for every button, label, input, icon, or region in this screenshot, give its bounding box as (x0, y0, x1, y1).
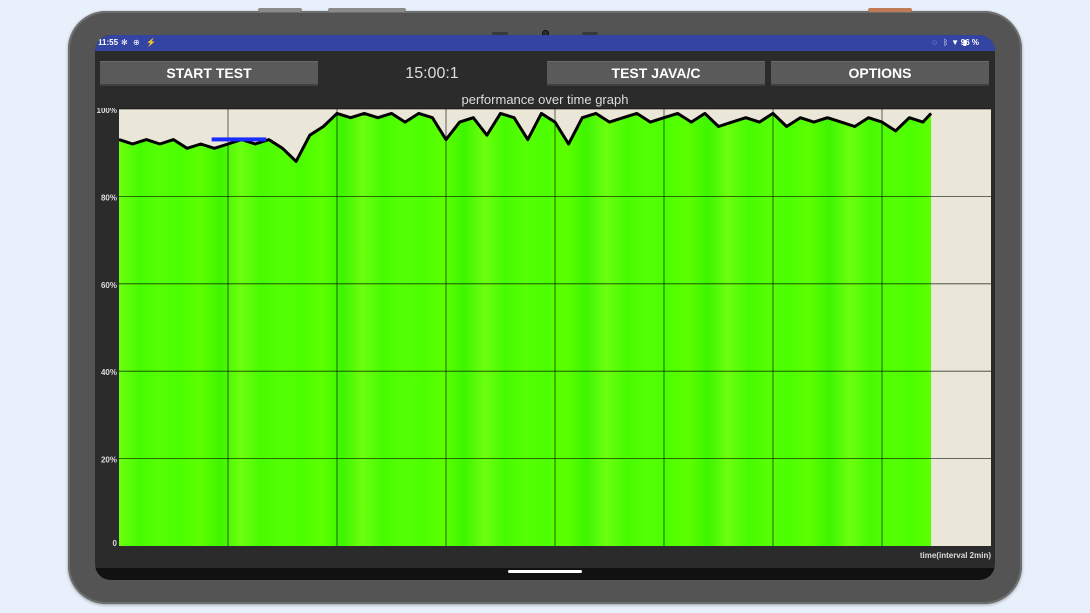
performance-area (119, 113, 932, 547)
chart-svg: 100% 80% 60% 40% 20% 0 time(interval 2min) (97, 106, 992, 560)
y-tick-label: 100% (97, 108, 117, 115)
battery-percentage: 96 % (960, 38, 979, 47)
sensor (582, 32, 598, 35)
fan-icon: ✻ (121, 38, 128, 47)
sensor (492, 32, 508, 35)
y-tick-label: 80% (101, 193, 117, 202)
volume-button (258, 8, 302, 12)
bluetooth-icon: ᛒ (943, 38, 948, 47)
home-indicator[interactable] (508, 570, 582, 573)
start-test-button[interactable]: START TEST (100, 61, 318, 86)
test-java-c-button[interactable]: TEST JAVA/C (547, 61, 765, 86)
y-tick-label: 0 (113, 539, 118, 548)
wifi-icon: ▼ (951, 38, 959, 47)
power-button (868, 8, 912, 12)
status-bar: 11:55 ✻ ⊕ ⚡ ◌ ᛒ ▼ ▮ 96 % (95, 35, 995, 51)
mute-icon: ◌ (932, 38, 937, 47)
performance-line (118, 111, 933, 163)
y-tick-label: 20% (101, 456, 117, 465)
graph-title: performance over time graph (461, 92, 629, 107)
y-tick-label: 40% (101, 368, 117, 377)
options-button[interactable]: OPTIONS (771, 61, 989, 86)
status-time: 11:55 (98, 38, 119, 47)
volume-button (328, 8, 406, 12)
navigation-bar (95, 568, 995, 580)
performance-graph: 100% 80% 60% 40% 20% 0 time(interval 2min) (95, 106, 995, 563)
battery-icon: ▮ (962, 38, 967, 47)
front-camera (542, 30, 549, 37)
app-screen: 11:55 ✻ ⊕ ⚡ ◌ ᛒ ▼ ▮ 96 % START TEST 15:0… (95, 35, 995, 580)
charging-off-icon: ⚡ (146, 38, 156, 47)
blue-marker (211, 137, 267, 142)
y-tick-label: 60% (101, 281, 117, 290)
x-axis-label: time(interval 2min) (920, 551, 991, 560)
timer: 15:00:1 (405, 65, 459, 82)
vpn-icon: ⊕ (133, 38, 140, 47)
